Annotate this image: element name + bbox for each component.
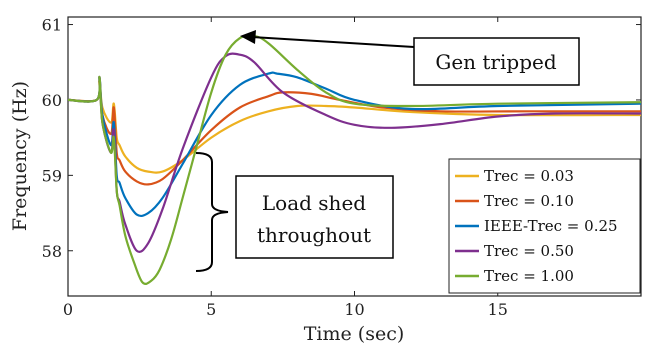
y-axis-label: Frequency (Hz) [9,81,31,231]
series-line-4 [67,34,642,286]
y-tick-label: 61 [42,16,62,35]
gen-tripped-label: Gen tripped [435,50,556,74]
x-tick-label: 0 [63,300,73,319]
x-tick-label: 15 [488,300,508,319]
load-shed-label-line1: Load shed [262,191,366,215]
load-shed-label-line2: throughout [257,223,371,247]
y-tick-label: 60 [42,91,62,110]
load-shed-box [235,175,394,259]
gen-tripped-box [413,37,580,86]
load-shed-annotation: Load shed throughout [195,152,394,272]
series-line-2 [67,71,642,218]
load-shed-brace [195,152,229,272]
arrowhead [240,30,256,44]
gen-tripped-arrow [251,36,415,48]
legend-label-1: Trec = 0.10 [484,192,574,210]
legend-label-2: IEEE-Trec = 0.25 [484,217,618,235]
x-tick-label: 5 [206,300,216,319]
legend-label-0: Trec = 0.03 [484,167,574,185]
series-line-0 [67,79,642,174]
legend-box [448,158,641,294]
x-axis-label: Time (sec) [304,323,405,345]
gen-tripped-annotation: Gen tripped [240,30,580,86]
legend-label-4: Trec = 1.00 [484,267,574,285]
y-tick-label: 58 [42,242,62,261]
x-tick-label: 10 [344,300,364,319]
legend: Trec = 0.03 Trec = 0.10 IEEE-Trec = 0.25 Tr… [448,158,641,294]
y-tick-label: 59 [42,166,62,185]
legend-label-3: Trec = 0.50 [484,242,574,260]
series-layer [67,34,642,286]
axis-ticks: 0 5 10 15 58 59 60 61 [42,16,641,319]
